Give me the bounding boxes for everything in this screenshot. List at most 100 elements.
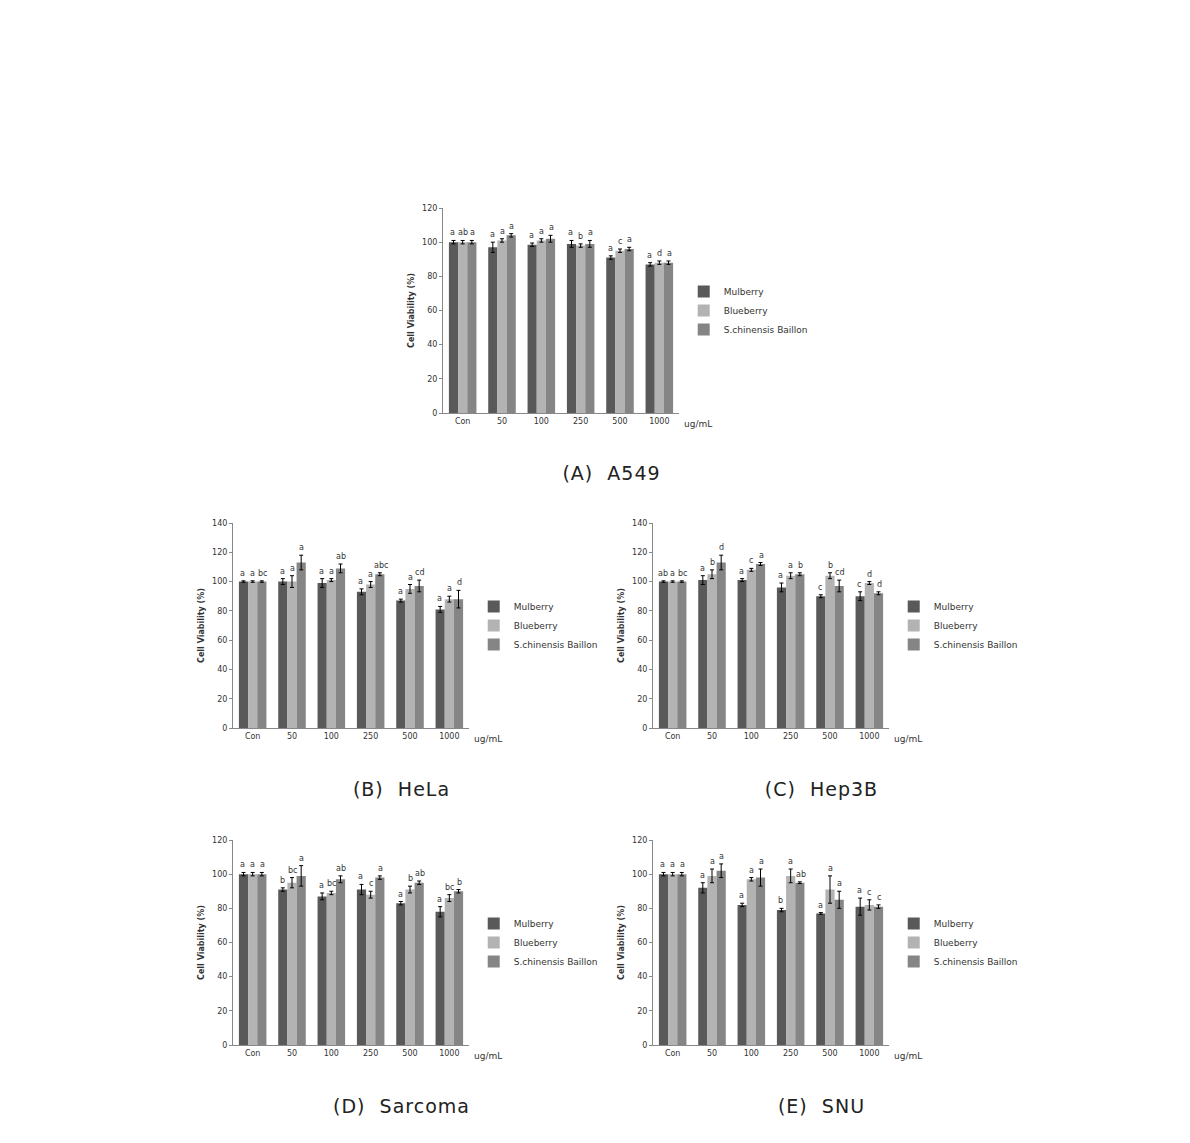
svg-text:Cell Viability (%): Cell Viability (%) <box>617 588 626 663</box>
svg-text:a: a <box>818 901 823 910</box>
svg-text:c: c <box>857 580 861 589</box>
svg-text:S.chinensis Baillon: S.chinensis Baillon <box>514 640 598 650</box>
svg-text:1000: 1000 <box>859 1049 879 1058</box>
svg-text:a: a <box>719 852 724 861</box>
svg-text:120: 120 <box>632 836 647 845</box>
svg-text:ug/mL: ug/mL <box>474 1051 502 1061</box>
svg-text:a: a <box>358 577 363 586</box>
svg-text:ug/mL: ug/mL <box>684 419 712 429</box>
svg-text:abc: abc <box>374 561 388 570</box>
svg-text:100: 100 <box>744 732 759 741</box>
svg-text:100: 100 <box>324 732 339 741</box>
svg-text:Mulberry: Mulberry <box>724 287 764 297</box>
svg-text:a: a <box>568 228 573 237</box>
svg-text:a: a <box>299 543 304 552</box>
svg-text:Blueberry: Blueberry <box>934 621 978 631</box>
svg-text:40: 40 <box>427 340 437 349</box>
svg-text:100: 100 <box>632 577 647 586</box>
svg-text:a: a <box>828 864 833 873</box>
svg-text:20: 20 <box>217 695 227 704</box>
svg-text:ab: ab <box>658 569 668 578</box>
svg-text:80: 80 <box>217 607 227 616</box>
svg-text:a: a <box>608 244 613 253</box>
svg-text:a: a <box>627 235 632 244</box>
svg-text:a: a <box>549 223 554 232</box>
svg-text:S.chinensis Baillon: S.chinensis Baillon <box>514 957 598 967</box>
svg-text:c: c <box>369 879 373 888</box>
svg-text:Cell Viability (%): Cell Viability (%) <box>617 905 626 980</box>
svg-text:Blueberry: Blueberry <box>934 938 978 948</box>
svg-text:250: 250 <box>363 732 378 741</box>
svg-text:40: 40 <box>217 665 227 674</box>
svg-text:a: a <box>749 866 754 875</box>
svg-text:c: c <box>867 888 871 897</box>
svg-text:Con: Con <box>455 417 471 426</box>
svg-text:b: b <box>408 874 413 883</box>
svg-text:a: a <box>437 895 442 904</box>
svg-text:100: 100 <box>534 417 549 426</box>
svg-text:0: 0 <box>642 1041 647 1050</box>
svg-text:d: d <box>877 580 882 589</box>
svg-text:S.chinensis Baillon: S.chinensis Baillon <box>934 957 1018 967</box>
svg-text:a: a <box>647 251 652 260</box>
svg-text:Cell Viability (%): Cell Viability (%) <box>197 905 206 980</box>
svg-text:100: 100 <box>324 1049 339 1058</box>
svg-text:Mulberry: Mulberry <box>514 602 554 612</box>
svg-text:d: d <box>457 578 462 587</box>
svg-text:ug/mL: ug/mL <box>894 734 922 744</box>
svg-text:c: c <box>877 893 881 902</box>
svg-text:0: 0 <box>432 409 437 418</box>
svg-text:a: a <box>368 570 373 579</box>
svg-text:100: 100 <box>744 1049 759 1058</box>
svg-text:a: a <box>490 230 495 239</box>
svg-text:ab: ab <box>336 864 346 873</box>
svg-text:bc: bc <box>288 866 297 875</box>
svg-text:120: 120 <box>422 204 437 213</box>
svg-text:80: 80 <box>217 904 227 913</box>
svg-text:a: a <box>667 249 672 258</box>
svg-text:20: 20 <box>637 695 647 704</box>
svg-text:a: a <box>280 567 285 576</box>
svg-text:250: 250 <box>573 417 588 426</box>
svg-text:a: a <box>759 857 764 866</box>
svg-text:d: d <box>867 570 872 579</box>
svg-text:Con: Con <box>665 732 681 741</box>
svg-text:Mulberry: Mulberry <box>934 919 974 929</box>
svg-text:1000: 1000 <box>439 1049 459 1058</box>
svg-text:a: a <box>319 567 324 576</box>
svg-text:a: a <box>290 564 295 573</box>
svg-text:a: a <box>450 228 455 237</box>
svg-text:a: a <box>408 573 413 582</box>
svg-text:a: a <box>329 567 334 576</box>
svg-text:50: 50 <box>497 417 507 426</box>
svg-text:250: 250 <box>783 1049 798 1058</box>
svg-text:a: a <box>778 571 783 580</box>
svg-text:bc: bc <box>445 883 454 892</box>
svg-text:c: c <box>618 237 622 246</box>
svg-text:40: 40 <box>217 972 227 981</box>
svg-text:a: a <box>437 594 442 603</box>
svg-text:bc: bc <box>678 569 687 578</box>
svg-text:a: a <box>710 857 715 866</box>
svg-text:ab: ab <box>415 869 425 878</box>
svg-text:a: a <box>470 228 475 237</box>
svg-text:ab: ab <box>336 552 346 561</box>
svg-text:cd: cd <box>415 568 424 577</box>
svg-text:Mulberry: Mulberry <box>514 919 554 929</box>
svg-text:a: a <box>378 864 383 873</box>
svg-text:100: 100 <box>212 870 227 879</box>
svg-text:60: 60 <box>217 938 227 947</box>
svg-text:a: a <box>700 871 705 880</box>
svg-text:bc: bc <box>258 569 267 578</box>
svg-text:a: a <box>250 860 255 869</box>
svg-text:1000: 1000 <box>649 417 669 426</box>
svg-text:a: a <box>509 222 514 231</box>
svg-text:ab: ab <box>796 870 806 879</box>
svg-text:250: 250 <box>783 732 798 741</box>
svg-text:a: a <box>358 872 363 881</box>
svg-text:120: 120 <box>212 836 227 845</box>
svg-text:b: b <box>710 558 715 567</box>
svg-text:Con: Con <box>245 732 261 741</box>
svg-text:1000: 1000 <box>859 732 879 741</box>
svg-text:500: 500 <box>822 1049 837 1058</box>
